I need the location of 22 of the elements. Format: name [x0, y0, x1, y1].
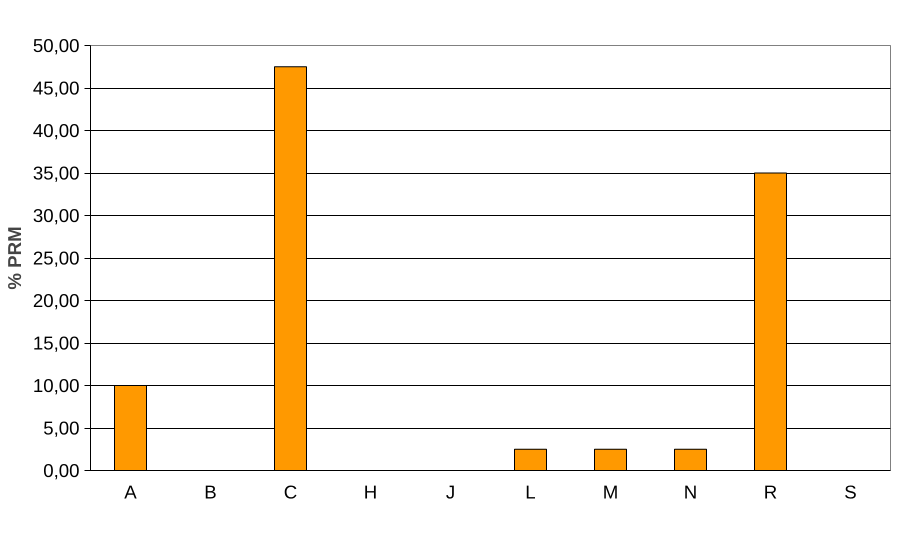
x-tick-label: S [844, 482, 857, 502]
x-tick-label: J [446, 482, 456, 502]
y-tick-label: 0,00 [43, 460, 80, 481]
x-tick-label: N [684, 482, 698, 502]
y-tick-label: 10,00 [32, 375, 80, 396]
y-tick-label: 25,00 [32, 248, 80, 268]
y-tick-label: 5,00 [43, 418, 80, 438]
x-tick-label: B [204, 482, 217, 502]
y-axis-title: % PRM [4, 226, 25, 290]
x-tick-label: A [124, 482, 138, 502]
x-tick-label: R [764, 482, 778, 502]
y-tick-label: 15,00 [32, 332, 80, 354]
x-tick-label: L [525, 482, 536, 502]
x-tick-label: M [602, 482, 618, 502]
x-tick-label: C [284, 482, 298, 502]
y-tick-label: 40,00 [32, 120, 80, 141]
y-tick-label: 30,00 [32, 205, 80, 226]
x-tick-label: H [364, 482, 378, 502]
y-tick-label: 45,00 [32, 78, 80, 98]
y-tick-label: 50,00 [32, 35, 80, 56]
y-tick-label: 35,00 [32, 162, 80, 184]
y-tick-label: 20,00 [32, 290, 80, 311]
